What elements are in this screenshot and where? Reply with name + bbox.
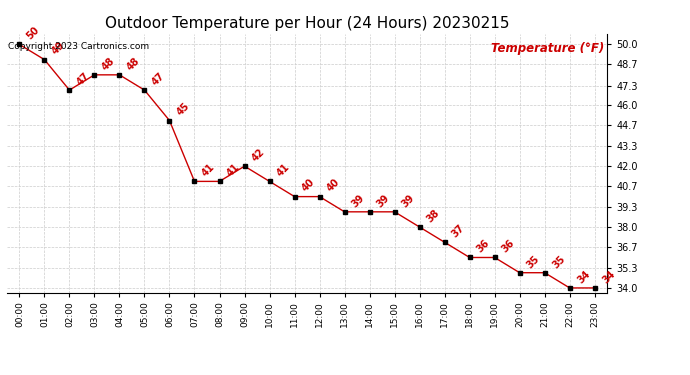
Text: Copyright 2023 Cartronics.com: Copyright 2023 Cartronics.com [8,42,149,51]
Text: 39: 39 [375,192,392,209]
Text: 34: 34 [600,268,617,285]
Text: 34: 34 [575,268,592,285]
Text: 35: 35 [550,254,567,270]
Text: 45: 45 [175,101,192,118]
Text: 36: 36 [500,238,517,255]
Text: 37: 37 [450,223,467,240]
Text: 40: 40 [325,177,342,194]
Text: 39: 39 [350,192,367,209]
Text: 47: 47 [150,70,167,87]
Text: 40: 40 [300,177,317,194]
Text: 39: 39 [400,192,417,209]
Text: 48: 48 [100,56,117,72]
Text: 35: 35 [525,254,542,270]
Text: Temperature (°F): Temperature (°F) [491,42,604,54]
Text: 38: 38 [425,208,442,224]
Text: 49: 49 [50,40,67,57]
Text: 41: 41 [275,162,292,178]
Text: 47: 47 [75,70,92,87]
Text: 50: 50 [25,25,41,42]
Text: 48: 48 [125,56,141,72]
Text: 41: 41 [200,162,217,178]
Text: 42: 42 [250,147,267,164]
Text: 36: 36 [475,238,492,255]
Text: 41: 41 [225,162,241,178]
Title: Outdoor Temperature per Hour (24 Hours) 20230215: Outdoor Temperature per Hour (24 Hours) … [105,16,509,31]
